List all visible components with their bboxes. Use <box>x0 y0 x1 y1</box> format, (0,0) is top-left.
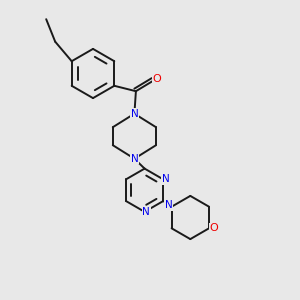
Text: N: N <box>130 154 138 164</box>
Text: N: N <box>130 109 138 119</box>
Text: O: O <box>209 223 218 233</box>
Text: N: N <box>142 207 150 218</box>
Text: N: N <box>165 200 172 210</box>
Text: O: O <box>152 74 161 84</box>
Text: N: N <box>162 174 170 184</box>
